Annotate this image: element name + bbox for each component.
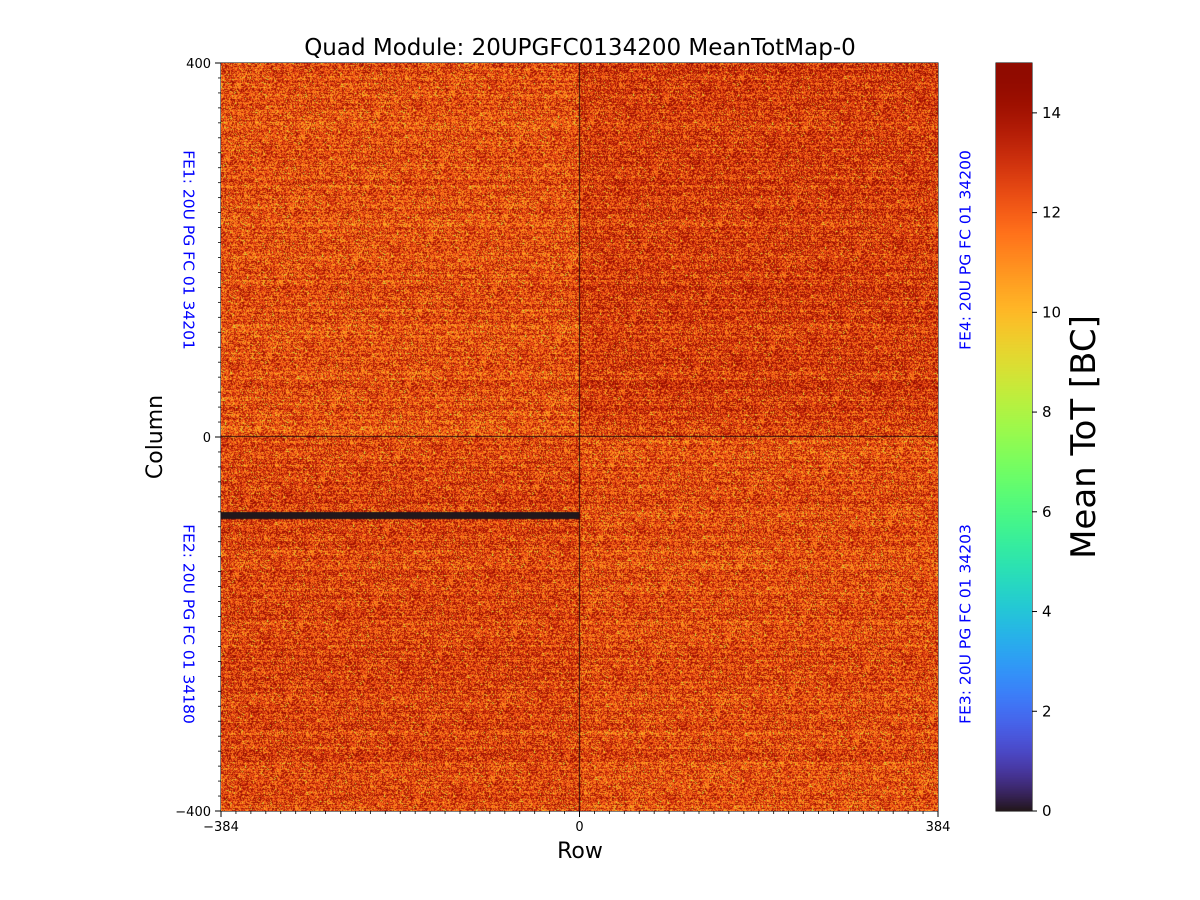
colorbar-tick-label: 8 — [1042, 403, 1052, 421]
fe-labels: FE1: 20U PG FC 01 34201 FE4: 20U PG FC 01… — [180, 150, 975, 724]
x-tick-label: −384 — [203, 820, 239, 835]
fe-label-fe1: FE1: 20U PG FC 01 34201 — [180, 150, 198, 350]
colorbar-tick-label: 6 — [1042, 503, 1052, 521]
y-tick-label: 400 — [186, 57, 211, 72]
colorbar-tick-label: 10 — [1042, 303, 1061, 321]
fe-label-fe2: FE2: 20U PG FC 01 34180 — [180, 524, 198, 724]
y-tick-label: 0 — [203, 431, 211, 446]
y-axis-label: Column — [143, 395, 168, 479]
colorbar-gradient — [996, 63, 1032, 811]
x-axis-label: Row — [557, 839, 603, 864]
colorbar-tick-label: 4 — [1042, 603, 1052, 621]
x-tick-label: 384 — [926, 820, 951, 835]
colorbar-tick-label: 14 — [1042, 104, 1061, 122]
colorbar-ticks: 0 2 4 6 8 10 12 14 — [1032, 104, 1061, 820]
colorbar-tick-label: 12 — [1042, 204, 1061, 222]
colorbar-label: Mean ToT [BC] — [1064, 315, 1104, 559]
heatmap-image — [221, 63, 938, 811]
chart-title: Quad Module: 20UPGFC0134200 MeanTotMap-0 — [304, 35, 856, 61]
x-ticks: −384 0 384 — [203, 811, 950, 835]
fe-label-fe3: FE3: 20U PG FC 01 34203 — [957, 524, 975, 724]
fe-label-fe4: FE4: 20U PG FC 01 34200 — [957, 150, 975, 350]
y-tick-label: −400 — [175, 805, 211, 820]
colorbar-tick-label: 2 — [1042, 702, 1052, 720]
x-tick-label: 0 — [575, 820, 583, 835]
colorbar-tick-label: 0 — [1042, 802, 1052, 820]
